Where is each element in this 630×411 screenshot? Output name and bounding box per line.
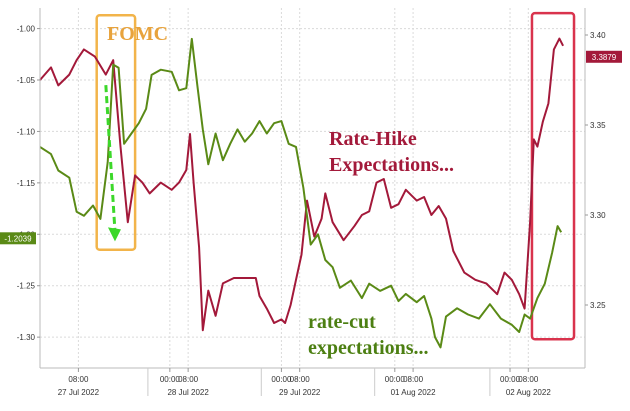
last-value-tags: -1.2039 3.3879 — [0, 50, 622, 245]
x-tick-label: 08:00 — [290, 375, 311, 384]
right-tick-label: 3.35 — [590, 121, 606, 130]
x-tick-label: 00:00 — [271, 375, 292, 384]
left-last-value-tag — [0, 232, 36, 245]
x-tick-label: 08:00 — [178, 375, 199, 384]
right-last-value-label: 3.3879 — [592, 53, 617, 62]
left-tick-label: -1.10 — [17, 127, 36, 136]
x-tick-label: 00:00 — [500, 375, 521, 384]
right-tick-label: 3.30 — [590, 211, 606, 220]
left-tick-label: -1.00 — [17, 25, 36, 34]
fomc-arrow — [104, 85, 121, 242]
annotations: FOMC Rate-Hike Expectations... rate-cut expe… — [107, 23, 454, 359]
x-date-label: 27 Jul 2022 — [58, 388, 100, 397]
rate-hike-annotation-line: Rate-Hike — [329, 128, 417, 150]
series-lines — [39, 37, 564, 349]
left-last-value-label: -1.2039 — [4, 234, 32, 243]
x-tick-label: 08:00 — [68, 375, 89, 384]
rate-hike-series-line — [39, 37, 564, 332]
x-date-label: 01 Aug 2022 — [391, 388, 436, 397]
right-tick-label: 3.25 — [590, 301, 606, 310]
rate-cut-series-line — [39, 37, 563, 349]
x-date-label: 29 Jul 2022 — [279, 388, 321, 397]
fomc-box — [95, 13, 137, 251]
left-tick-label: -1.15 — [17, 179, 36, 188]
x-date-label: 28 Jul 2022 — [167, 388, 209, 397]
left-tick-label: -1.30 — [17, 333, 36, 342]
x-date-label: 02 Aug 2022 — [506, 388, 551, 397]
rate-cut-annotation-line: expectations... — [308, 337, 429, 359]
x-tick-label: 08:00 — [403, 375, 424, 384]
x-tick-label: 00:00 — [385, 375, 406, 384]
right-tick-label: 3.40 — [590, 31, 606, 40]
rate-hike-annotation-line: Expectations... — [329, 154, 454, 176]
x-tick-label: 08:00 — [518, 375, 539, 384]
left-tick-label: -1.05 — [17, 76, 36, 85]
arrow-head — [107, 227, 121, 242]
fomc-label: FOMC — [107, 23, 168, 45]
rate-cut-annotation-line: rate-cut — [308, 311, 376, 333]
left-tick-label: -1.25 — [17, 282, 36, 291]
arrow-shaft — [104, 85, 117, 232]
right-last-value-tag — [586, 50, 622, 63]
x-tick-label: 00:00 — [160, 375, 181, 384]
